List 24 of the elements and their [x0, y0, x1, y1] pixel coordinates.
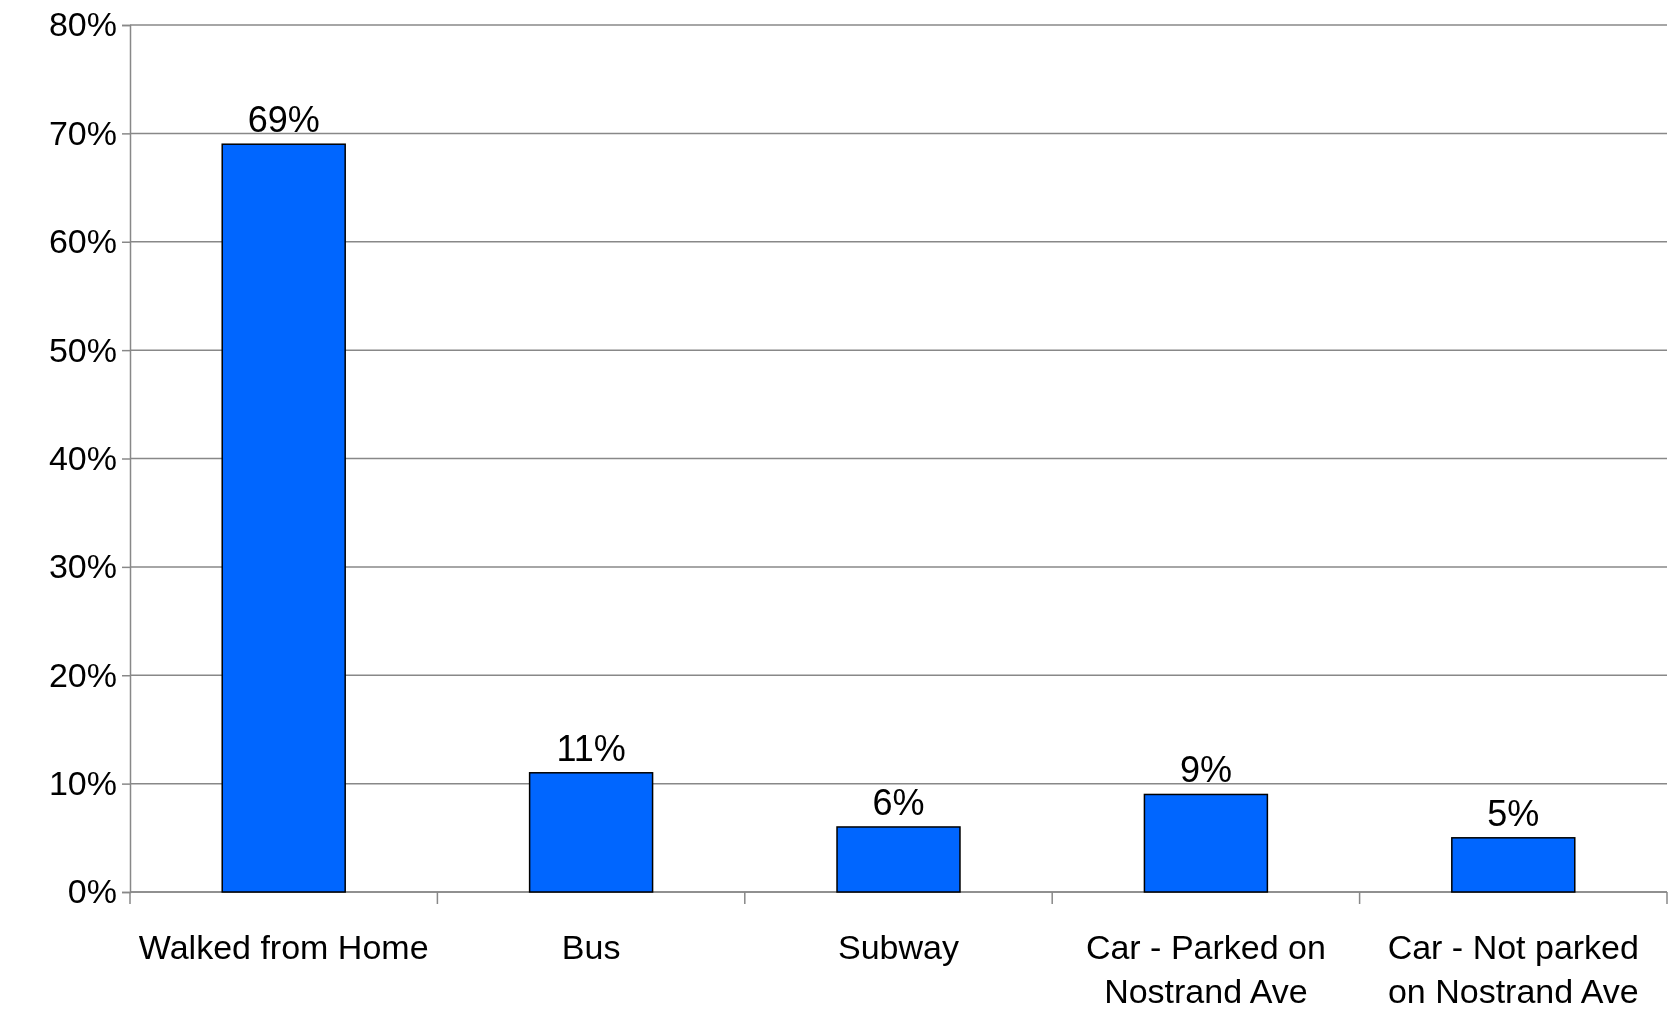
data-label: 5%	[1487, 792, 1540, 834]
data-label: 69%	[247, 99, 320, 141]
y-tick-label: 40%	[48, 438, 117, 477]
y-tick-label: 50%	[48, 330, 117, 369]
x-tick-label: Car - Parked on Nostrand Ave	[1085, 928, 1326, 1011]
bar	[1451, 837, 1576, 893]
data-label: 11%	[556, 727, 626, 769]
y-tick-label: 10%	[48, 764, 117, 803]
y-tick-label: 80%	[48, 5, 117, 44]
bar	[528, 772, 654, 893]
y-tick-label: 70%	[48, 113, 117, 152]
y-tick-label: 60%	[48, 222, 117, 261]
y-tick-label: 20%	[48, 655, 117, 694]
data-label: 9%	[1179, 749, 1232, 791]
x-tick-label: Bus	[561, 928, 621, 966]
x-tick-label: Walked from Home	[138, 928, 429, 966]
x-tick-label: Car - Not parked on Nostrand Ave	[1387, 928, 1639, 1011]
data-label: 6%	[872, 781, 925, 823]
y-tick-label: 30%	[48, 547, 117, 586]
y-tick-label: 0%	[67, 872, 117, 911]
bar	[836, 826, 961, 893]
bar	[221, 143, 346, 893]
bar	[1143, 793, 1269, 893]
x-tick-label: Subway	[838, 928, 959, 966]
